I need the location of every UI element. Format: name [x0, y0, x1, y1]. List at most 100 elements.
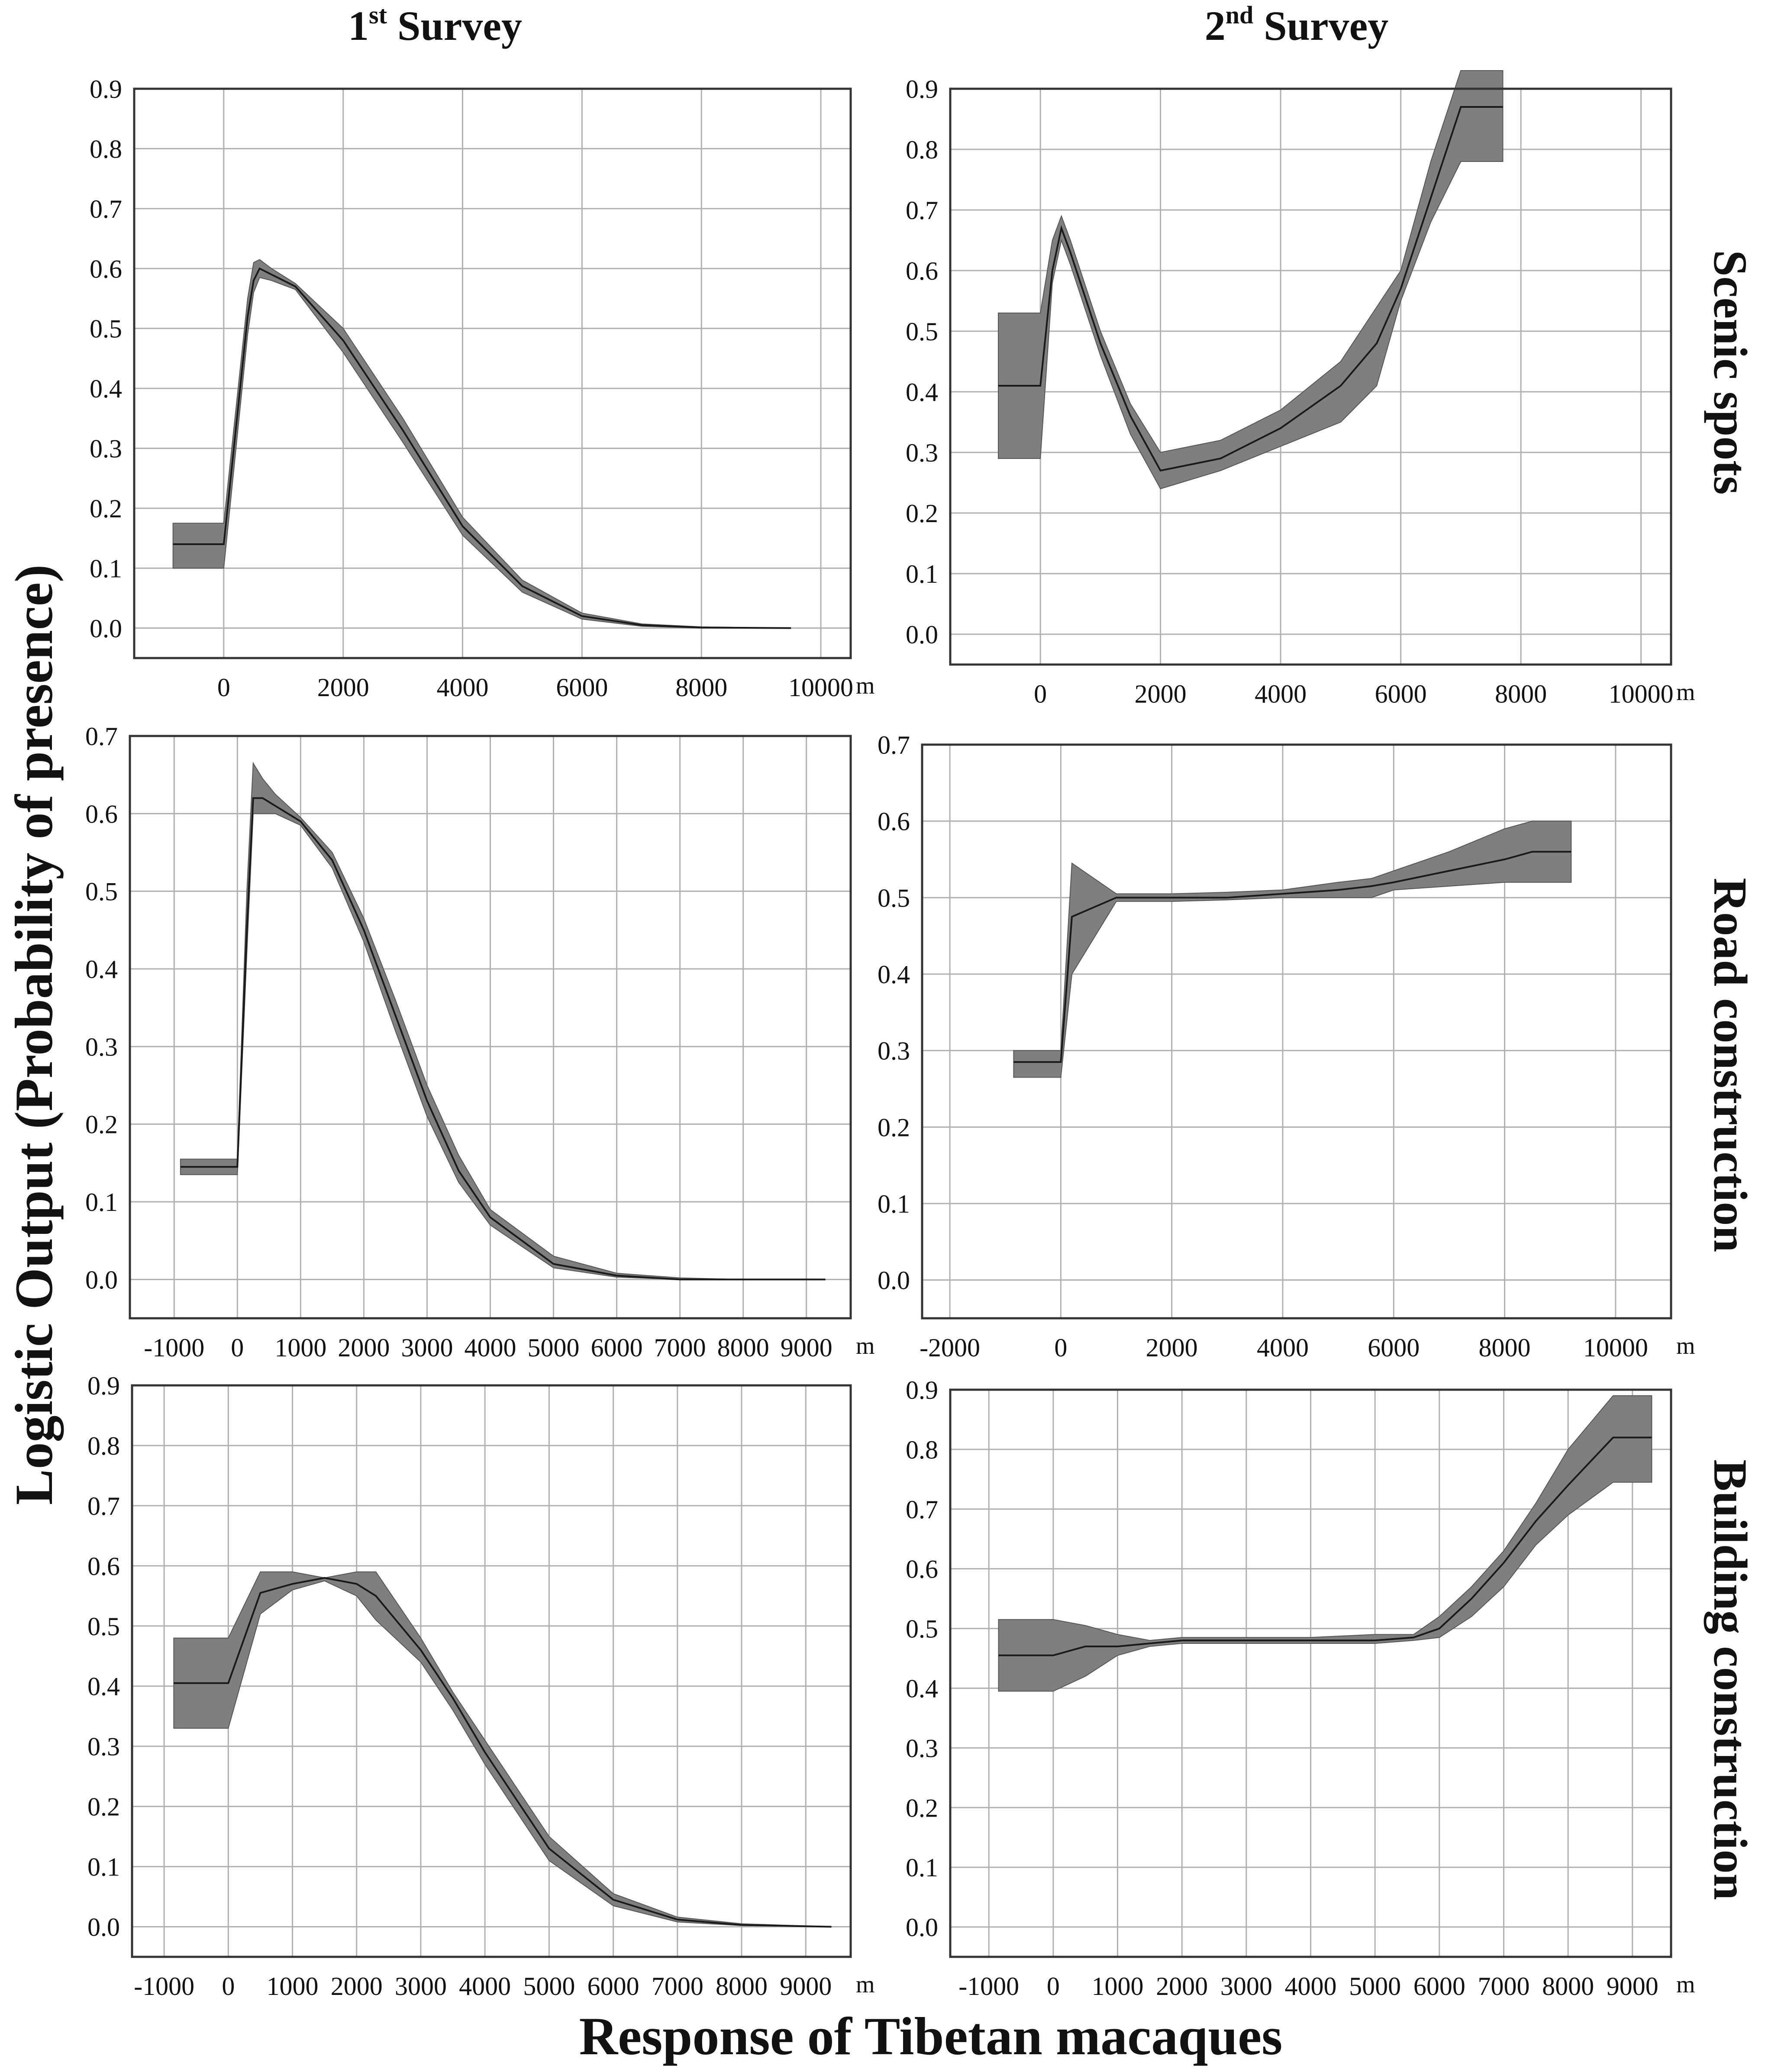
y-tick-label: 0.3	[85, 1033, 118, 1061]
y-tick-label: 0.0	[878, 1266, 910, 1295]
x-tick-label: 9000	[780, 1972, 832, 2001]
x-tick-label: 4000	[465, 1333, 516, 1362]
y-tick-label: 0.0	[85, 1265, 118, 1294]
x-tick-label: 4000	[1285, 1972, 1337, 2001]
y-tick-label: 0.5	[87, 1612, 120, 1641]
plot-frame	[949, 87, 1672, 666]
x-tick-label: -1000	[958, 1972, 1019, 2001]
x-tick-label: 7000	[1478, 1972, 1529, 2001]
x-tick-label: 10000	[788, 673, 853, 702]
y-tick-label: 0.0	[906, 1913, 938, 1942]
mean-response-line	[998, 1436, 1652, 1656]
x-tick-label: 4000	[1257, 1333, 1309, 1362]
y-tick-label: 0.1	[85, 1188, 118, 1217]
y-tick-label: 0.7	[906, 196, 938, 225]
y-tick-label: 0.3	[878, 1037, 910, 1065]
x-tick-label: 8000	[1542, 1972, 1594, 2001]
row-label-building-construction: Building construction	[1704, 1459, 1757, 1900]
y-tick-label: 0.2	[906, 499, 938, 528]
y-tick-label: 0.0	[90, 614, 122, 643]
x-axis-title: Response of Tibetan macaques	[579, 2007, 1283, 2066]
y-tick-label: 0.8	[90, 135, 122, 163]
y-tick-label: 0.1	[906, 560, 938, 588]
x-tick-label: 0	[1047, 1972, 1060, 2001]
row-label-road-construction: Road construction	[1704, 878, 1757, 1252]
plot-frame	[133, 87, 852, 659]
mean-response-line	[173, 267, 791, 629]
y-tick-label: 0.2	[85, 1110, 118, 1139]
row-label-scenic-spots: Scenic spots	[1704, 250, 1757, 494]
y-tick-label: 0.5	[90, 315, 122, 343]
x-tick-label: 2000	[1135, 680, 1187, 708]
y-tick-label: 0.8	[87, 1432, 120, 1460]
x-unit-label: m	[1676, 1971, 1695, 1998]
mean-response-line	[180, 797, 826, 1281]
y-tick-label: 0.4	[85, 955, 118, 984]
y-tick-label: 0.9	[906, 1376, 938, 1404]
column-header-1st-survey: 1st Survey	[348, 1, 522, 49]
column-header-2nd-survey: 2nd Survey	[1205, 1, 1389, 49]
x-tick-label: 9000	[781, 1333, 832, 1362]
x-tick-label: 8000	[1479, 1333, 1531, 1362]
x-tick-label: 3000	[401, 1333, 453, 1362]
x-unit-label: m	[856, 1971, 875, 1998]
x-tick-label: 0	[1034, 680, 1047, 708]
mean-response-line	[174, 1577, 832, 1928]
x-unit-label: m	[856, 1333, 875, 1359]
y-tick-label: 0.4	[90, 374, 122, 403]
x-tick-label: 6000	[556, 673, 608, 702]
y-tick-label: 0.0	[87, 1913, 120, 1942]
y-tick-label: 0.3	[906, 1734, 938, 1762]
x-tick-label: 9000	[1607, 1972, 1659, 2001]
x-tick-label: 2000	[338, 1333, 390, 1362]
panels: 0 2000 4000 6000 8000 100000.00.10.20.30.40.5…	[85, 70, 1695, 2001]
x-tick-label: 1000	[1092, 1972, 1144, 2001]
x-tick-label: 8000	[675, 673, 727, 702]
y-tick-label: 0.1	[90, 554, 122, 583]
y-tick-label: 0.8	[906, 136, 938, 164]
panel-road-2nd: -2000 0 2000 4000 6000 8000 10000 0.0 0.1 0.2 0.3 0…	[878, 731, 1695, 1362]
y-tick-label: 0.6	[90, 255, 122, 283]
y-tick-label: 0.3	[906, 439, 938, 467]
plot-frame	[949, 1388, 1672, 1958]
y-axis-title: Logistic Output (Probability of presence…	[4, 565, 64, 1505]
x-tick-label: 6000	[1413, 1972, 1465, 2001]
x-tick-label: 7000	[652, 1972, 703, 2001]
y-tick-label: 0.2	[90, 494, 122, 523]
x-tick-label: 8000	[716, 1972, 768, 2001]
x-unit-label: m	[1676, 1333, 1695, 1359]
y-tick-label: 0.7	[87, 1492, 120, 1520]
x-tick-label: 0	[222, 1972, 235, 2001]
y-tick-label: 0.6	[87, 1552, 120, 1581]
y-tick-label: 0.5	[906, 1615, 938, 1643]
y-tick-label: 0.7	[90, 195, 122, 223]
x-tick-label: 2000	[317, 673, 369, 702]
x-tick-label: 1000	[267, 1972, 319, 2001]
panel-building-1st: -1000 0 1000 2000 3000 4000 5000 6000 7000 8000 90…	[87, 1372, 875, 2001]
y-tick-label: 0.7	[85, 722, 118, 751]
y-tick-label: 0.6	[906, 1555, 938, 1584]
confidence-band	[998, 70, 1504, 490]
x-tick-label: 5000	[1349, 1972, 1401, 2001]
y-tick-label: 0.9	[87, 1372, 120, 1400]
x-tick-label: 0	[217, 673, 230, 702]
x-tick-label: 2000	[331, 1972, 383, 2001]
x-tick-label: 0	[231, 1333, 244, 1362]
x-tick-label: 0	[1054, 1333, 1067, 1362]
x-unit-label: m	[1676, 679, 1695, 706]
x-tick-label: 8000	[1495, 680, 1547, 708]
y-tick-label: 0.2	[87, 1793, 120, 1821]
y-tick-label: 0.2	[878, 1113, 910, 1142]
panel-scenic-2nd: 0 2000 4000 6000 8000 10000 0.0 0.1 0.2 0.3 0.4 0.5…	[906, 70, 1695, 708]
x-tick-label: 6000	[587, 1972, 639, 2001]
confidence-band	[173, 1571, 832, 1927]
y-tick-label: 0.1	[87, 1853, 120, 1882]
y-tick-label: 0.4	[87, 1672, 120, 1701]
x-tick-label: 2000	[1156, 1972, 1208, 2001]
y-tick-label: 0.4	[878, 960, 910, 989]
plot-frame	[921, 743, 1672, 1320]
x-tick-label: 6000	[591, 1333, 643, 1362]
x-tick-label: 6000	[1368, 1333, 1420, 1362]
y-tick-label: 0.1	[878, 1190, 910, 1218]
